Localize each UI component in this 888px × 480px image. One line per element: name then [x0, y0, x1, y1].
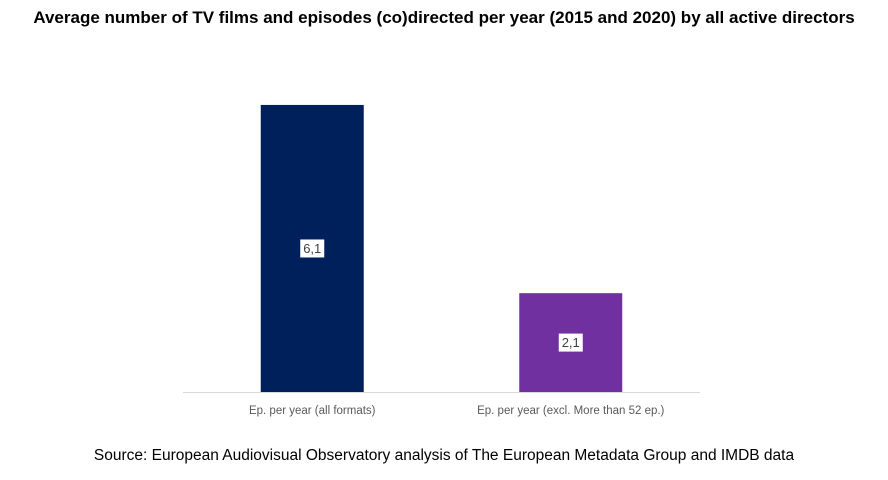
labels-group: 6,1 Ep. per year (all formats) 2,1 Ep. per …: [249, 239, 665, 417]
source-note: Source: European Audiovisual Observatory…: [93, 447, 795, 464]
category-label-2: Ep. per year (excl. More than 52 ep.): [477, 405, 664, 417]
data-label-1: 6,1: [303, 241, 321, 256]
bar-chart: 6,1 Ep. per year (all formats) 2,1 Ep. per …: [183, 104, 700, 417]
data-label-box-2: [558, 333, 583, 352]
data-label-2: 2,1: [562, 335, 580, 350]
chart-title: Average number of TV films and episodes …: [33, 8, 855, 27]
data-label-box-1: [300, 239, 325, 258]
category-label-1: Ep. per year (all formats): [249, 405, 376, 417]
